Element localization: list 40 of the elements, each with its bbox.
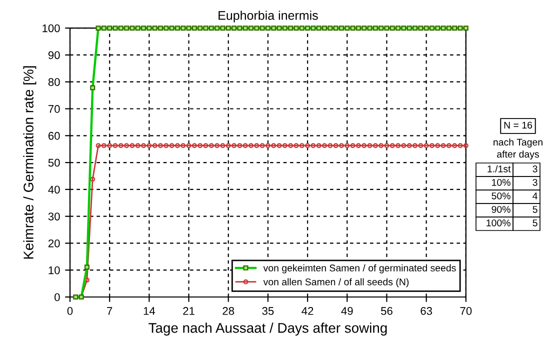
x-tick-label: 49 [341, 307, 353, 315]
x-tick-label: 42 [302, 307, 314, 315]
text: after days [497, 150, 539, 160]
y-tick-label: 90 [48, 51, 60, 60]
x-tick-label: 35 [262, 307, 274, 315]
text: 5 [532, 220, 538, 226]
chart-title: Euphorbia inermis [218, 10, 318, 22]
y-tick-label: 10 [48, 266, 60, 274]
text: N = 16 [504, 122, 532, 129]
text: 90% [492, 206, 510, 213]
y-tick-label: 30 [48, 212, 60, 220]
x-tick-label: 63 [420, 307, 432, 315]
text: 5 [532, 206, 538, 213]
y-tick-label: 50 [48, 158, 60, 167]
x-axis-title: Tage nach Aussaat / Days after sowing [148, 322, 387, 336]
x-tick-label: 7 [107, 307, 112, 315]
y-tick-label: 80 [48, 78, 60, 86]
text: 3 [532, 165, 538, 172]
x-tick-label: 28 [222, 307, 234, 315]
y-tick-label: 70 [48, 105, 60, 113]
y-tick-label: 60 [48, 132, 60, 140]
text: 4 [532, 192, 538, 200]
text: 10% [492, 178, 510, 186]
text: 1./1st [488, 165, 511, 172]
text: nach Tagen [494, 138, 542, 148]
y-tick-label: 40 [48, 186, 60, 194]
text: 100% [486, 219, 510, 226]
legend-label: von gekeimten Samen / of germinated seeds [263, 264, 456, 274]
x-tick-label: 0 [67, 307, 73, 315]
y-tick-label: 0 [54, 293, 60, 302]
text: 50% [492, 192, 510, 200]
y-tick-label: 100 [42, 24, 60, 32]
x-tick-label: 70 [460, 307, 472, 315]
legend-label: von allen Samen / of all seeds (N) [263, 278, 409, 288]
text: 3 [532, 178, 538, 186]
x-tick-label: 56 [381, 307, 392, 315]
y-axis-title: Keimrate / Germination rate [%] [23, 66, 36, 259]
y-tick-label: 20 [48, 239, 60, 248]
x-tick-label: 14 [144, 307, 156, 315]
x-tick-label: 21 [183, 307, 194, 315]
